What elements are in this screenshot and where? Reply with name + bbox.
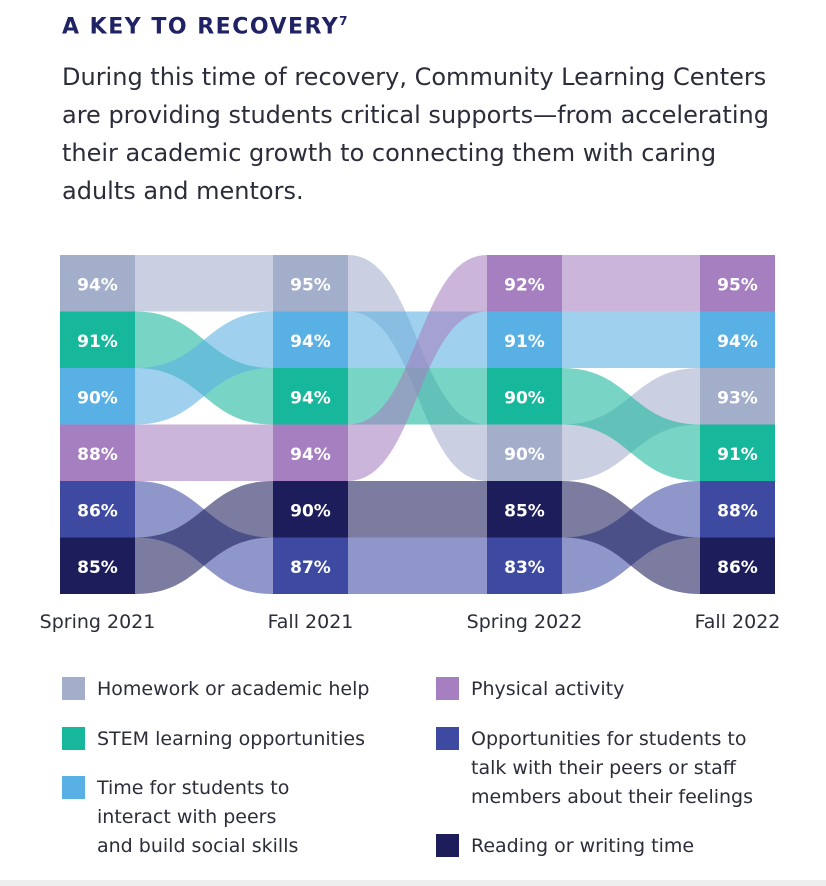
bar-time-for-students-to-2 [487,311,562,368]
value-label-stem-learning-opportunities-3: 91% [717,445,758,465]
flow-reading-or-writing-time-1 [348,481,487,538]
value-label-stem-learning-opportunities-2: 90% [504,388,545,408]
value-label-stem-learning-opportunities-1: 94% [290,388,331,408]
bar-stem-learning-opportunities-3 [700,424,775,481]
value-label-physical-activity-1: 94% [290,445,331,465]
value-label-opportunities-for-students-to-2: 83% [504,558,545,578]
bar-physical-activity-3 [700,255,775,312]
value-label-reading-or-writing-time-2: 85% [504,501,545,521]
legend-swatch-feelings [436,727,459,750]
flow-physical-activity-1 [348,255,487,481]
bar-homework-or-academic-help-3 [700,368,775,425]
bar-time-for-students-to-0 [60,368,135,425]
bump-chart: 94% 95% 90% 93% 91% 94% 90% 91% 90% 94% 91% 94% 88% 9… [40,255,781,633]
flow-reading-or-writing-time-2 [562,481,700,594]
value-label-reading-or-writing-time-1: 90% [290,501,331,521]
flow-homework-or-academic-help-0 [135,255,273,312]
bar-opportunities-for-students-to-0 [60,481,135,538]
legend-swatch-physical [436,677,459,700]
bar-reading-or-writing-time-1 [273,481,348,538]
value-label-opportunities-for-students-to-1: 87% [290,558,331,578]
legend-label-physical: Physical activity [471,678,625,700]
bar-time-for-students-to-3 [700,311,775,368]
heading-title: A KEY TO RECOVERY [62,14,340,40]
value-label-reading-or-writing-time-3: 86% [717,558,758,578]
legend-swatch-stem [62,727,85,750]
flow-time-for-students-to-2 [562,311,700,368]
legend-swatch-social-skills [62,776,85,799]
legend-label-feelings: Opportunities for students to talk with … [471,728,754,808]
flow-physical-activity-2 [562,255,700,312]
flow-physical-activity-0 [135,424,273,481]
legend-swatch-reading [436,834,459,857]
bar-homework-or-academic-help-2 [487,424,562,481]
value-label-homework-or-academic-help-0: 94% [77,275,118,295]
bar-reading-or-writing-time-2 [487,481,562,538]
category-label-1: Fall 2021 [268,611,354,633]
value-label-opportunities-for-students-to-3: 88% [717,501,758,521]
value-label-time-for-students-to-3: 94% [717,332,758,352]
bar-opportunities-for-students-to-1 [273,537,348,594]
value-label-homework-or-academic-help-1: 95% [290,275,331,295]
value-label-homework-or-academic-help-2: 90% [504,445,545,465]
bar-opportunities-for-students-to-3 [700,481,775,538]
legend-swatch-homework [62,677,85,700]
bar-stem-learning-opportunities-2 [487,368,562,425]
value-label-time-for-students-to-0: 90% [77,388,118,408]
category-label-2: Spring 2022 [467,611,583,633]
value-blocks: 94% 95% 90% 93% 91% 94% 90% 91% 90% 94% 91% 94% 88% 9… [60,255,775,594]
value-label-opportunities-for-students-to-0: 86% [77,501,118,521]
bar-physical-activity-2 [487,255,562,312]
legend-label-reading: Reading or writing time [471,835,695,857]
flow-reading-or-writing-time-0 [135,481,273,594]
flow-time-for-students-to-0 [135,311,273,425]
value-label-physical-activity-2: 92% [504,275,545,295]
legend-label-stem: STEM learning opportunities [97,728,365,750]
legend-item-reading: Reading or writing time [436,832,694,861]
bar-stem-learning-opportunities-0 [60,311,135,368]
bar-time-for-students-to-1 [273,311,348,368]
flow-opportunities-for-students-to-1 [348,537,487,594]
legend-item-physical: Physical activity [436,675,624,704]
legend-item-social-skills: Time for students to interact with peers… [62,774,298,861]
footer-divider [0,880,826,886]
bar-homework-or-academic-help-0 [60,255,135,312]
flow-stem-learning-opportunities-2 [562,368,700,481]
category-label-0: Spring 2021 [40,611,156,633]
legend-item-feelings: Opportunities for students to talk with … [436,725,753,812]
value-label-time-for-students-to-2: 91% [504,332,545,352]
value-label-homework-or-academic-help-3: 93% [717,388,758,408]
bar-physical-activity-0 [60,424,135,481]
legend-label-social-skills: Time for students to interact with peers… [97,777,299,857]
value-label-physical-activity-0: 88% [77,445,118,465]
value-label-time-for-students-to-1: 94% [290,332,331,352]
chart-heading: A KEY TO RECOVERY7 [62,14,348,39]
bar-reading-or-writing-time-0 [60,537,135,594]
bar-homework-or-academic-help-1 [273,255,348,312]
bar-physical-activity-1 [273,424,348,481]
bar-reading-or-writing-time-3 [700,537,775,594]
bar-stem-learning-opportunities-1 [273,368,348,425]
legend-label-homework: Homework or academic help [97,678,370,700]
footnote-marker: 7 [339,14,348,28]
value-label-stem-learning-opportunities-0: 91% [77,332,118,352]
value-label-reading-or-writing-time-0: 85% [77,558,118,578]
legend-item-homework: Homework or academic help [62,675,369,704]
flow-ribbons [135,255,700,594]
bar-opportunities-for-students-to-2 [487,537,562,594]
intro-text: During this time of recovery, Community … [62,63,769,205]
value-label-physical-activity-3: 95% [717,275,758,295]
legend-item-stem: STEM learning opportunities [62,725,365,754]
category-label-3: Fall 2022 [695,611,781,633]
